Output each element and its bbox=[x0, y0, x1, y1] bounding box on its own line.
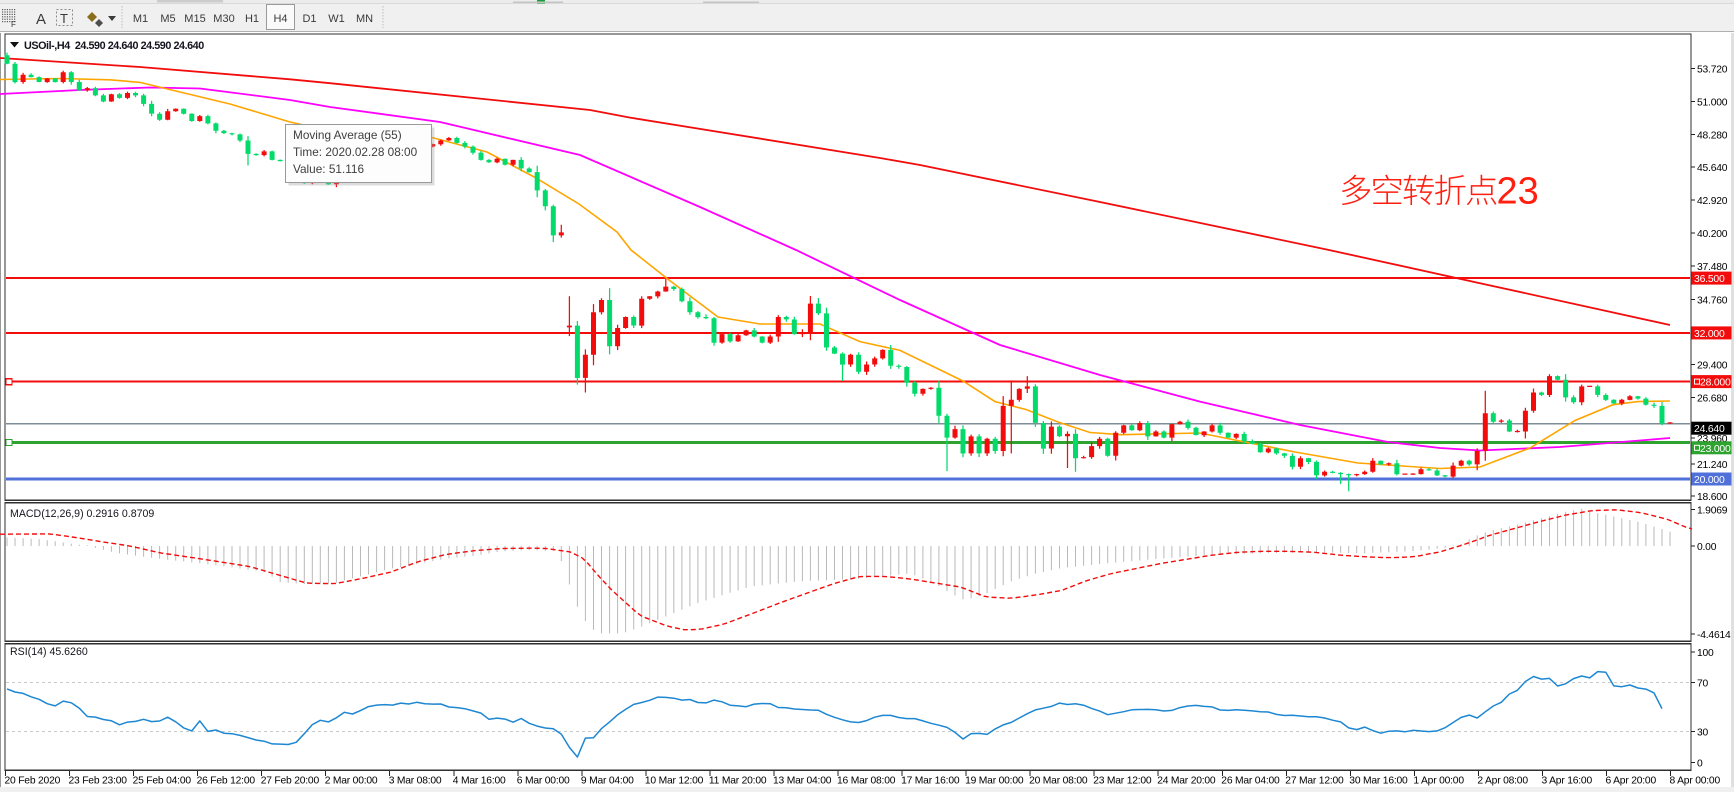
svg-text:23.000: 23.000 bbox=[1700, 444, 1731, 455]
svg-text:16 Mar 08:00: 16 Mar 08:00 bbox=[837, 776, 896, 787]
svg-text:M15: M15 bbox=[184, 13, 205, 25]
svg-text:11 Mar 20:00: 11 Mar 20:00 bbox=[709, 776, 767, 787]
svg-text:D1: D1 bbox=[302, 13, 316, 25]
svg-text:13 Mar 04:00: 13 Mar 04:00 bbox=[773, 776, 832, 787]
svg-text:70: 70 bbox=[1697, 678, 1709, 689]
svg-text:19 Mar 00:00: 19 Mar 00:00 bbox=[965, 776, 1024, 787]
svg-text:T: T bbox=[60, 11, 68, 26]
svg-text:6 Mar 00:00: 6 Mar 00:00 bbox=[517, 776, 570, 787]
svg-text:29.400: 29.400 bbox=[1697, 361, 1728, 372]
svg-text:M30: M30 bbox=[213, 13, 234, 25]
svg-text:20 Mar 08:00: 20 Mar 08:00 bbox=[1029, 776, 1088, 787]
svg-text:2 Apr 08:00: 2 Apr 08:00 bbox=[1477, 776, 1528, 787]
svg-text:23 Mar 12:00: 23 Mar 12:00 bbox=[1093, 776, 1152, 787]
svg-text:H4: H4 bbox=[273, 13, 287, 25]
svg-text:30: 30 bbox=[1697, 728, 1709, 739]
svg-text:1.9069: 1.9069 bbox=[1697, 505, 1728, 516]
svg-text:23 Feb 23:00: 23 Feb 23:00 bbox=[69, 776, 128, 787]
svg-text:26 Feb 12:00: 26 Feb 12:00 bbox=[197, 776, 256, 787]
svg-text:MN: MN bbox=[356, 13, 373, 25]
svg-text:6 Apr 20:00: 6 Apr 20:00 bbox=[1606, 776, 1657, 787]
svg-text:Moving Average (55): Moving Average (55) bbox=[293, 128, 402, 142]
svg-text:34.760: 34.760 bbox=[1697, 295, 1728, 306]
svg-text:Time: 2020.02.28 08:00: Time: 2020.02.28 08:00 bbox=[293, 145, 418, 159]
svg-text:F: F bbox=[11, 20, 16, 29]
svg-text:1 Apr 00:00: 1 Apr 00:00 bbox=[1413, 776, 1464, 787]
svg-text:23: 23 bbox=[1497, 170, 1539, 212]
svg-text:A: A bbox=[36, 11, 46, 28]
svg-text:2 Mar 00:00: 2 Mar 00:00 bbox=[325, 776, 378, 787]
svg-text:3 Apr 16:00: 3 Apr 16:00 bbox=[1542, 776, 1593, 787]
svg-text:0: 0 bbox=[1697, 758, 1703, 769]
svg-text:9 Mar 04:00: 9 Mar 04:00 bbox=[581, 776, 634, 787]
svg-text:17 Mar 16:00: 17 Mar 16:00 bbox=[901, 776, 960, 787]
svg-text:3 Mar 08:00: 3 Mar 08:00 bbox=[389, 776, 442, 787]
svg-text:0.00: 0.00 bbox=[1697, 542, 1717, 553]
svg-text:10 Mar 12:00: 10 Mar 12:00 bbox=[645, 776, 704, 787]
svg-text:25 Feb 04:00: 25 Feb 04:00 bbox=[133, 776, 192, 787]
svg-text:18.600: 18.600 bbox=[1697, 492, 1728, 503]
svg-text:USOil-,H4 24.590 24.640 24.59: USOil-,H4 24.590 24.640 24.590 24.640 bbox=[24, 40, 204, 52]
svg-text:42.920: 42.920 bbox=[1697, 196, 1728, 207]
svg-text:26 Mar 04:00: 26 Mar 04:00 bbox=[1221, 776, 1280, 787]
svg-text:RSI(14) 45.6260: RSI(14) 45.6260 bbox=[10, 646, 88, 658]
svg-text:H1: H1 bbox=[245, 13, 259, 25]
svg-text:W1: W1 bbox=[328, 13, 345, 25]
svg-text:MACD(12,26,9) 0.2916 0.8709: MACD(12,26,9) 0.2916 0.8709 bbox=[10, 508, 154, 520]
svg-text:M1: M1 bbox=[133, 13, 148, 25]
svg-text:30 Mar 16:00: 30 Mar 16:00 bbox=[1349, 776, 1408, 787]
svg-text:26.680: 26.680 bbox=[1697, 394, 1728, 405]
svg-text:23.960: 23.960 bbox=[1697, 434, 1728, 445]
svg-text:45.640: 45.640 bbox=[1697, 163, 1728, 174]
svg-text:20.000: 20.000 bbox=[1694, 475, 1725, 486]
svg-text:40.200: 40.200 bbox=[1697, 229, 1728, 240]
svg-text:53.720: 53.720 bbox=[1697, 64, 1728, 75]
svg-text:100: 100 bbox=[1697, 648, 1714, 659]
svg-text:4 Mar 16:00: 4 Mar 16:00 bbox=[453, 776, 506, 787]
svg-text:-4.4614: -4.4614 bbox=[1697, 630, 1731, 641]
svg-text:27 Feb 20:00: 27 Feb 20:00 bbox=[261, 776, 320, 787]
svg-text:8 Apr 00:00: 8 Apr 00:00 bbox=[1670, 776, 1721, 787]
svg-text:36.500: 36.500 bbox=[1694, 274, 1725, 285]
svg-text:20 Feb 2020: 20 Feb 2020 bbox=[5, 776, 61, 787]
svg-text:M5: M5 bbox=[160, 13, 175, 25]
svg-text:21.240: 21.240 bbox=[1697, 460, 1728, 471]
svg-text:37.480: 37.480 bbox=[1697, 262, 1728, 273]
svg-text:24.640: 24.640 bbox=[1694, 424, 1725, 435]
svg-text:24 Mar 20:00: 24 Mar 20:00 bbox=[1157, 776, 1216, 787]
svg-text:32.000: 32.000 bbox=[1694, 329, 1725, 340]
svg-text:48.280: 48.280 bbox=[1697, 131, 1728, 142]
svg-text:28.000: 28.000 bbox=[1700, 378, 1731, 389]
svg-text:Value: 51.116: Value: 51.116 bbox=[293, 162, 364, 176]
svg-text:27 Mar 12:00: 27 Mar 12:00 bbox=[1285, 776, 1344, 787]
svg-text:51.000: 51.000 bbox=[1697, 98, 1728, 109]
